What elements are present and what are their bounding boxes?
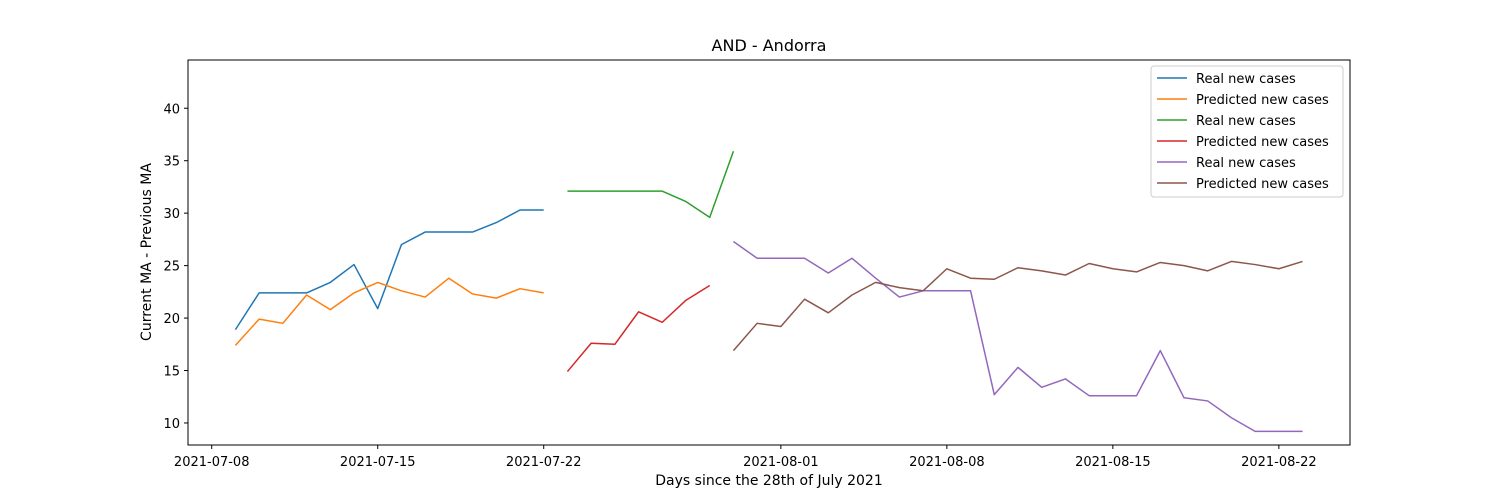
x-tick-label: 2021-08-15 [1075,455,1151,470]
chart-title: AND - Andorra [712,36,827,55]
plot-frame [187,59,1351,446]
series-line-6 [732,260,1303,352]
legend-label-4: Predicted new cases [1196,135,1329,150]
y-tick-label: 25 [163,260,180,275]
x-tick-label: 2021-08-22 [1241,455,1317,470]
series-layer [234,151,1303,433]
y-axis-ticks: 10 15 20 25 30 35 40 [163,102,188,432]
x-axis-ticks: 2021-07-08 2021-07-15 2021-07-22 2021-08-01… [174,445,1317,470]
y-tick-label: 40 [163,102,180,117]
series-line-4 [566,284,711,373]
series-line-5 [732,240,1303,433]
x-tick-label: 2021-07-15 [340,455,416,470]
y-tick-label: 20 [163,312,180,327]
legend-label-1: Real new cases [1196,72,1296,87]
x-tick-label: 2021-07-22 [506,455,582,470]
series-line-1 [234,209,544,331]
legend-label-3: Real new cases [1196,114,1296,129]
x-tick-label: 2021-07-08 [174,455,250,470]
legend-label-6: Predicted new cases [1196,177,1329,192]
x-tick-label: 2021-08-01 [743,455,819,470]
y-tick-label: 10 [163,417,180,432]
y-axis-label: Current MA - Previous MA [139,163,155,341]
legend-label-5: Real new cases [1196,156,1296,171]
y-tick-label: 15 [163,365,180,380]
legend: Real new cases Predicted new cases Real ne… [1150,65,1344,198]
y-tick-label: 30 [163,207,180,222]
series-line-2 [234,277,544,346]
legend-box [1150,65,1344,198]
series-line-3 [567,151,735,219]
y-tick-label: 35 [163,155,180,170]
x-tick-label: 2021-08-08 [909,455,985,470]
x-axis-label: Days since the 28th of July 2021 [655,473,882,489]
legend-label-2: Predicted new cases [1196,93,1329,108]
